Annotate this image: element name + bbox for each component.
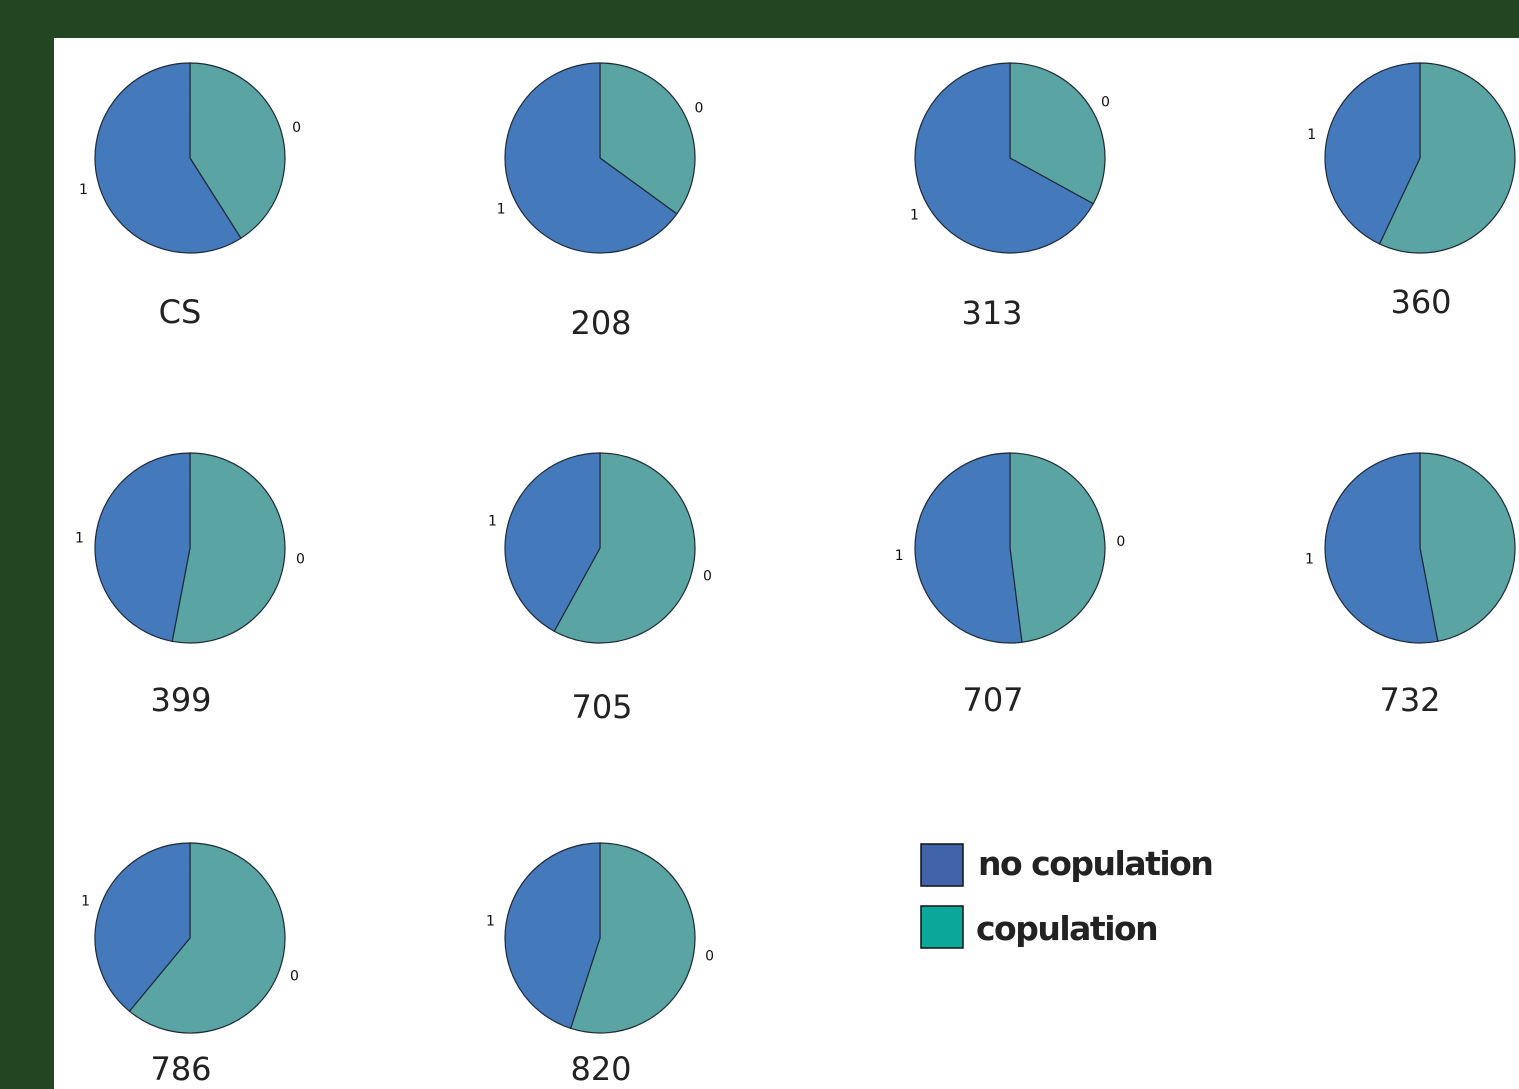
pie-name-label: 399 [150, 681, 211, 719]
slice-label-0: 0 [290, 969, 299, 985]
pie-slice-1 [504, 62, 678, 254]
slice-label-1: 1 [1305, 551, 1314, 567]
pie-slice-1 [94, 62, 242, 254]
pie-charts-figure: 0 1 CS 0 1 208 0 1 313 0 1 360 0 1 399 0 1 705 0 1 707 0 1 732 0… [75, 62, 1516, 1088]
pie-slice-0 [1009, 452, 1106, 643]
pie-chart-360: 01360 [1307, 62, 1516, 321]
pie-chart-786: 0 1 786 [81, 842, 299, 1088]
pie-chart-399: 0 1 399 [75, 452, 305, 719]
pie-name-label: 707 [962, 681, 1023, 719]
pie-slice-1 [94, 452, 191, 643]
pie-slice-0 [1419, 452, 1516, 643]
legend-label-no-copulation: no copulation [978, 844, 1212, 883]
slice-label-1: 1 [75, 531, 84, 547]
pie-name-label: CS [159, 293, 202, 331]
pie-slice-0 [599, 62, 696, 215]
pie-name-label: 732 [1379, 681, 1440, 719]
legend-label-copulation: copulation [976, 909, 1157, 948]
pie-chart-707: 0 1 707 [895, 452, 1125, 719]
pie-slice-0 [1378, 62, 1516, 254]
pie-slice-0 [553, 452, 696, 644]
slice-label-1: 1 [79, 182, 88, 198]
slice-label-0: 0 [1116, 534, 1125, 550]
slice-label-0: 0 [1101, 95, 1110, 111]
pie-name-label: 705 [571, 688, 632, 726]
pie-slice-1 [1324, 452, 1439, 644]
pie-slice-0 [1009, 62, 1106, 205]
legend-swatch-copulation [920, 905, 964, 949]
slice-label-0: 0 [694, 101, 703, 117]
pie-grid: 0 1 CS 0 1 208 0 1 313 0 1 360 0 1 399 0 1 705 0 1 707 0 1 732 0… [75, 62, 1516, 1088]
pie-chart-820: 0 1 820 [486, 842, 714, 1088]
slice-label-1: 1 [910, 208, 919, 224]
slice-label-0: 0 [703, 569, 712, 585]
pie-slice-1 [94, 842, 191, 1013]
pie-slice-0 [128, 842, 286, 1034]
slice-label-1: 1 [497, 201, 506, 217]
legend-swatch-no-copulation [920, 843, 964, 887]
pie-name-label: 786 [150, 1050, 211, 1088]
legend: no copulation copulation [920, 843, 1214, 949]
slice-label-1: 1 [486, 914, 495, 930]
pie-name-label: 360 [1390, 283, 1451, 321]
pie-chart-313: 0 1 313 [910, 62, 1110, 332]
pie-slice-1 [1324, 62, 1421, 245]
pie-slice-0 [171, 452, 286, 644]
pie-slice-1 [504, 842, 601, 1030]
pie-name-label: 313 [961, 294, 1022, 332]
pie-name-label: 208 [570, 304, 631, 342]
pie-chart-705: 0 1 705 [488, 452, 712, 726]
slice-label-0: 0 [292, 120, 301, 136]
pie-slice-1 [914, 62, 1095, 254]
pie-slice-1 [914, 452, 1023, 644]
pie-chart-208: 0 1 208 [497, 62, 703, 342]
slice-label-0: 0 [705, 948, 714, 964]
pie-slice-1 [504, 452, 601, 633]
slice-label-1: 1 [895, 548, 904, 564]
pie-name-label: 820 [570, 1050, 631, 1088]
slice-label-0: 0 [296, 551, 305, 567]
chart-panel: 0 1 CS 0 1 208 0 1 313 0 1 360 0 1 399 0 1 705 0 1 707 0 1 732 0… [54, 38, 1519, 1089]
pie-chart-CS: 0 1 CS [79, 62, 301, 331]
pie-slice-0 [569, 842, 696, 1034]
slice-label-1: 1 [488, 513, 497, 529]
slice-label-1: 1 [1307, 127, 1316, 143]
pie-chart-732: 01732 [1305, 452, 1516, 719]
slice-label-1: 1 [81, 893, 90, 909]
